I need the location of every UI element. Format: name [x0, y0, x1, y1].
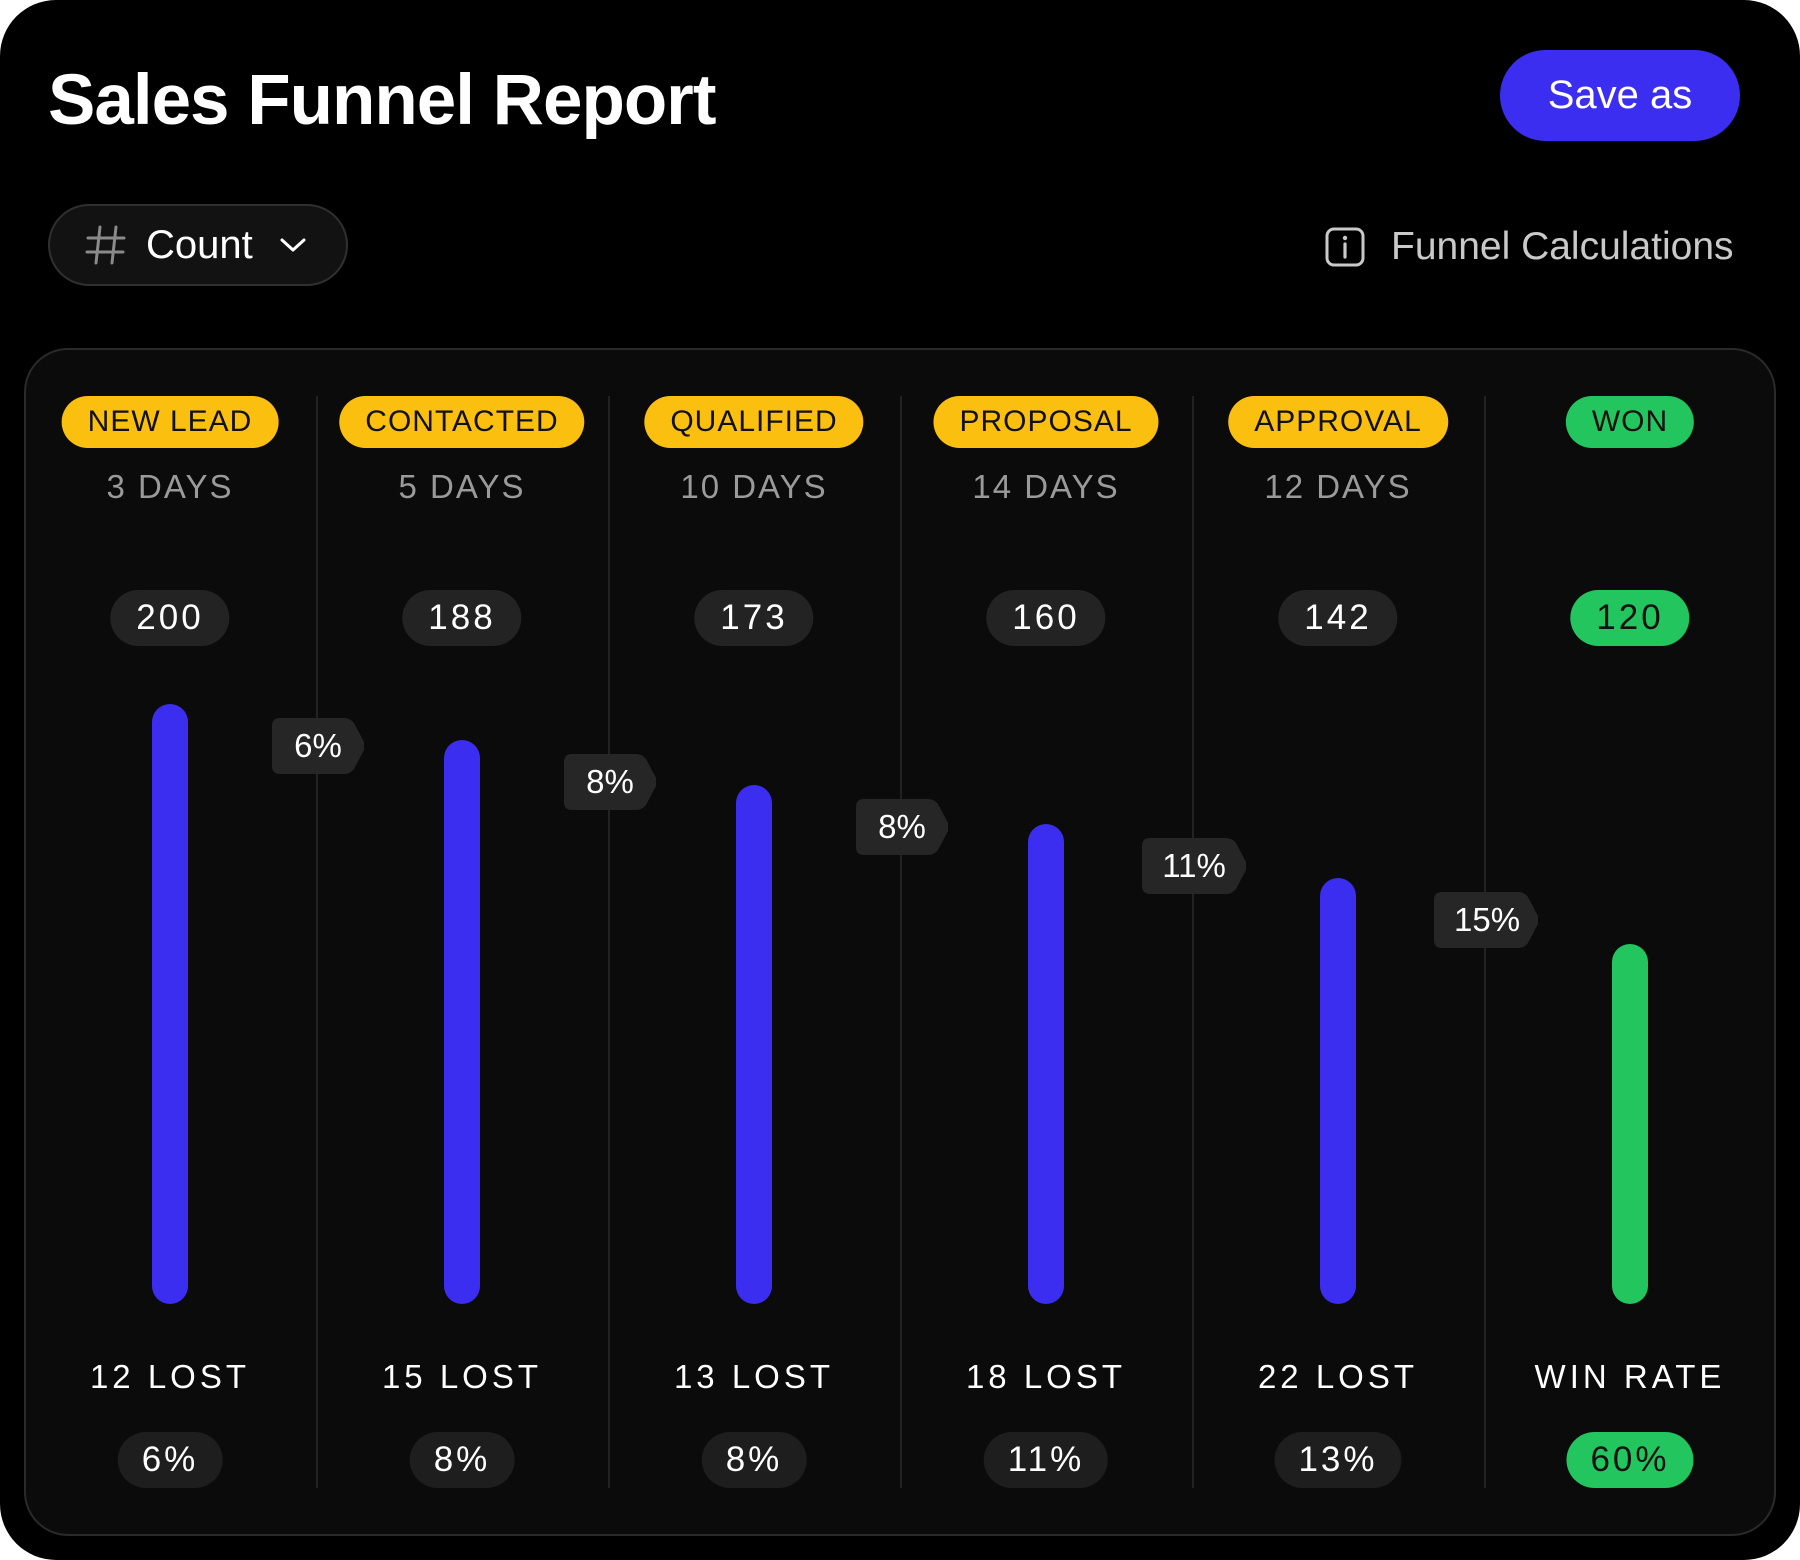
metric-dropdown-label: Count: [146, 223, 253, 267]
chevron-down-icon: [280, 238, 306, 252]
lost-percent: 8%: [409, 1432, 515, 1488]
stage-duration: 5 DAYS: [398, 468, 526, 505]
stage-count: 142: [1278, 590, 1398, 646]
stage-label: QUALIFIED: [644, 396, 864, 448]
stage-count: 160: [986, 590, 1106, 646]
stage-count: 200: [110, 590, 230, 646]
lost-count: 13 LOST: [673, 1358, 835, 1395]
funnel-calculations-label: Funnel Calculations: [1391, 225, 1734, 268]
drop-off-badge: 8%: [564, 754, 656, 810]
info-icon: [1325, 227, 1365, 267]
stage-duration: 12 DAYS: [1264, 468, 1412, 505]
lost-count: 12 LOST: [89, 1358, 251, 1395]
drop-off-badge: 8%: [856, 799, 948, 855]
win-rate-label: WIN RATE: [1534, 1358, 1726, 1395]
funnel-bar: [152, 704, 188, 1304]
column-divider: [316, 396, 318, 1488]
funnel-bar: [736, 785, 772, 1304]
stage-label: NEW LEAD: [61, 396, 279, 448]
save-as-button[interactable]: Save as: [1500, 50, 1740, 141]
lost-count: 15 LOST: [381, 1358, 543, 1395]
stage-count: 188: [402, 590, 522, 646]
stage-count: 173: [694, 590, 814, 646]
lost-percent: 6%: [117, 1432, 223, 1488]
stage-count: 120: [1570, 590, 1690, 646]
stage-duration: 3 DAYS: [106, 468, 234, 505]
stage-label: WON: [1565, 396, 1695, 448]
drop-off-badge: 15%: [1434, 892, 1538, 948]
column-divider: [608, 396, 610, 1488]
stage-duration: 14 DAYS: [972, 468, 1120, 505]
lost-percent: 8%: [701, 1432, 807, 1488]
drop-off-badge: 6%: [272, 718, 364, 774]
funnel-bar: [1028, 824, 1064, 1304]
column-divider: [1192, 396, 1194, 1488]
drop-off-badge: 11%: [1142, 838, 1246, 894]
lost-percent: 13%: [1274, 1432, 1402, 1488]
hash-icon: [85, 225, 126, 265]
lost-count: 18 LOST: [965, 1358, 1127, 1395]
metric-dropdown[interactable]: Count: [48, 204, 348, 286]
lost-percent: 11%: [983, 1432, 1109, 1488]
stage-duration: 10 DAYS: [680, 468, 828, 505]
stage-label: PROPOSAL: [933, 396, 1159, 448]
win-rate-value: 60%: [1566, 1432, 1694, 1488]
funnel-bar: [1612, 944, 1648, 1304]
lost-count: 22 LOST: [1257, 1358, 1419, 1395]
stage-label: CONTACTED: [339, 396, 585, 448]
stage-label: APPROVAL: [1228, 396, 1448, 448]
funnel-calculations-link[interactable]: Funnel Calculations: [1325, 222, 1734, 272]
column-divider: [900, 396, 902, 1488]
funnel-bar: [444, 740, 480, 1304]
funnel-bar: [1320, 878, 1356, 1304]
page-title: Sales Funnel Report: [48, 61, 716, 140]
